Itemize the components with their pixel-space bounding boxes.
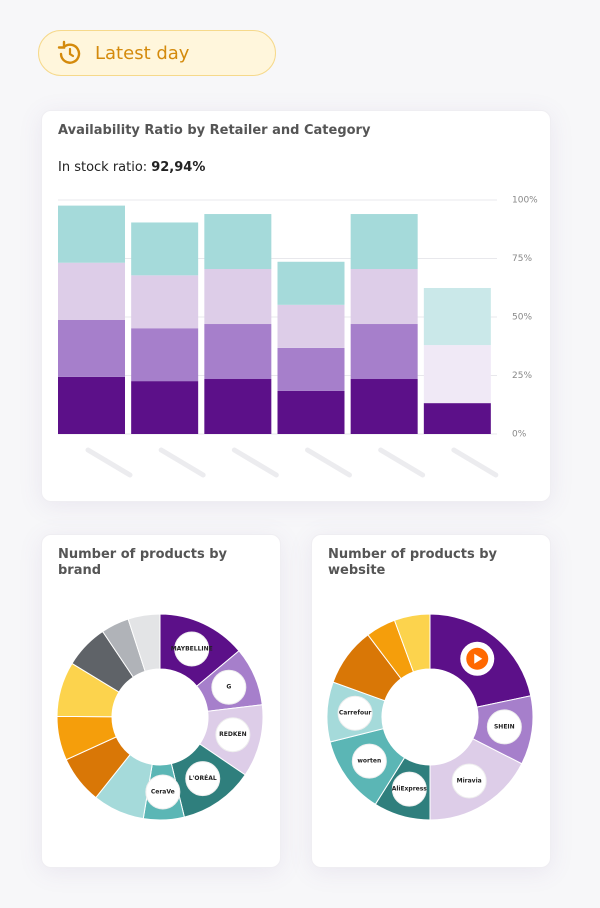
logo-badge — [145, 774, 181, 810]
x-label-placeholder — [305, 447, 352, 478]
bar-segment — [58, 205, 125, 263]
subtitle: In stock ratio: 92,94% — [58, 160, 205, 175]
logo-badge — [486, 709, 522, 745]
latest-day-button[interactable]: Latest day — [38, 30, 276, 76]
bar-segment — [204, 269, 272, 325]
subtitle-label: In stock ratio: — [58, 160, 148, 175]
bar-segment — [277, 304, 345, 348]
y-tick-label: 75% — [512, 254, 532, 264]
bar-segment — [131, 328, 199, 382]
logo-badge — [391, 771, 427, 807]
y-tick-label: 50% — [512, 313, 532, 323]
chart-title: Number of products by website — [328, 547, 498, 578]
x-label-placeholder — [85, 447, 133, 478]
x-label-placeholder — [378, 447, 426, 478]
logo-badge — [337, 695, 373, 731]
bar-segment — [423, 345, 491, 404]
bar-segment — [423, 403, 491, 434]
logo-badge — [185, 761, 221, 797]
y-tick-label: 100% — [512, 196, 538, 206]
bar-segment — [58, 376, 125, 434]
bar-segment — [204, 379, 272, 434]
x-label-placeholder — [451, 447, 499, 478]
slice-label: worten — [357, 758, 381, 765]
slice-label: SHEIN — [494, 723, 515, 730]
slice-label: AliExpress — [392, 786, 428, 793]
logo-badge — [215, 717, 251, 753]
slice-label: CeraVe — [151, 788, 175, 795]
donut-slice — [393, 613, 431, 673]
bar-segment — [350, 214, 418, 270]
button-label: Latest day — [95, 43, 190, 64]
bar-segment — [131, 275, 199, 329]
chart-title: Availability Ratio by Retailer and Categ… — [58, 123, 371, 138]
bar-segment — [350, 324, 418, 380]
bar-segment — [204, 214, 272, 270]
chart-title: Number of products by brand — [58, 547, 228, 578]
refresh-icon — [57, 40, 81, 64]
logo-badge — [174, 631, 210, 667]
slice-label: MAYBELLINE — [171, 646, 213, 653]
bar-segment — [277, 347, 345, 391]
bar-segment — [423, 287, 491, 346]
x-label-placeholder — [231, 447, 279, 478]
bar-segment — [350, 269, 418, 325]
slice-label: G — [226, 684, 231, 691]
y-tick-label: 25% — [512, 371, 532, 381]
bar-segment — [58, 262, 125, 320]
subtitle-value: 92,94% — [151, 160, 206, 175]
bar-segment — [58, 319, 125, 377]
bar-segment — [204, 324, 272, 380]
slice-label: REDKEN — [219, 731, 246, 738]
logo-badge — [351, 743, 387, 779]
bar-segment — [277, 261, 345, 305]
logo-badge — [451, 763, 487, 799]
bar-segment — [277, 390, 345, 434]
slice-label: L'ORÉAL — [189, 774, 217, 782]
bar-segment — [131, 222, 199, 276]
logo-badge — [211, 669, 247, 705]
logo-icon — [474, 653, 483, 664]
slice-label: Carrefour — [339, 710, 371, 717]
slice-label: Miravia — [457, 777, 482, 784]
donut-slice — [127, 613, 161, 672]
y-tick-label: 0% — [512, 430, 527, 440]
bar-segment — [131, 381, 199, 434]
x-label-placeholder — [158, 447, 206, 478]
bar-segment — [350, 379, 418, 434]
